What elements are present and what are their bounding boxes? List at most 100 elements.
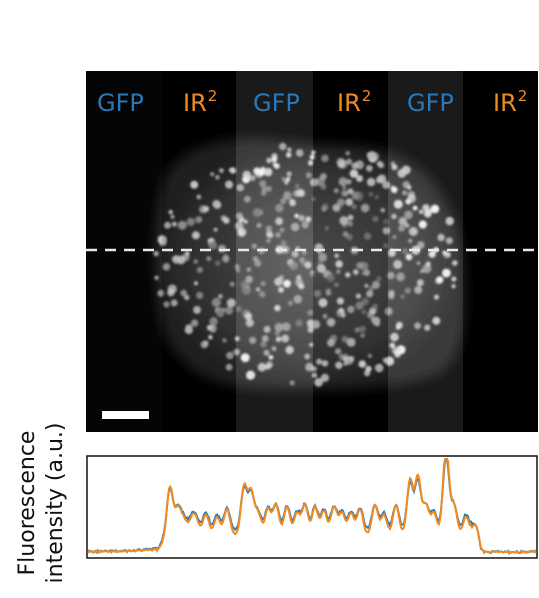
nucleus: [228, 167, 234, 173]
nucleus: [416, 279, 424, 287]
nucleus: [220, 215, 227, 222]
nucleus: [335, 361, 343, 369]
nucleus: [274, 277, 283, 286]
nucleus: [309, 271, 315, 277]
nucleus: [367, 353, 372, 358]
nucleus: [236, 184, 244, 192]
nucleus: [437, 233, 445, 242]
channel-label-ir2-3: IR2: [493, 87, 528, 117]
nucleus: [418, 209, 424, 214]
nucleus: [359, 325, 366, 333]
nucleus: [321, 360, 329, 367]
nucleus: [168, 209, 173, 215]
nucleus: [309, 154, 315, 160]
nucleus: [275, 217, 283, 226]
nucleus: [243, 195, 251, 203]
nucleus: [366, 290, 374, 298]
nucleus: [212, 199, 221, 209]
gfp-strip: [86, 71, 162, 432]
nucleus: [312, 372, 317, 378]
nucleus: [184, 294, 190, 301]
nucleus: [195, 216, 203, 224]
nucleus: [284, 180, 289, 185]
nucleus: [442, 268, 451, 278]
y-axis-label-line2: intensity (a.u.): [43, 422, 68, 584]
nucleus: [180, 289, 187, 297]
nucleus: [363, 269, 371, 276]
nucleus: [368, 286, 375, 292]
nucleus: [349, 169, 359, 178]
nucleus: [347, 305, 355, 314]
nucleus: [163, 301, 170, 308]
nucleus: [254, 259, 262, 267]
nucleus: [404, 287, 411, 294]
nucleus: [291, 250, 299, 258]
nucleus: [414, 322, 422, 330]
nucleus: [283, 191, 292, 200]
nucleus: [311, 366, 317, 372]
nucleus: [225, 306, 234, 315]
nucleus: [190, 180, 199, 189]
nucleus: [233, 348, 240, 356]
nucleus: [309, 342, 314, 347]
nucleus: [218, 168, 224, 174]
nucleus: [311, 320, 321, 329]
nucleus: [263, 325, 271, 333]
nucleus: [355, 301, 364, 310]
nucleus: [417, 241, 425, 249]
nucleus: [259, 180, 267, 188]
nucleus: [275, 232, 281, 238]
nucleus: [259, 291, 266, 298]
nucleus: [335, 260, 343, 268]
nucleus: [242, 170, 251, 180]
nucleus: [392, 235, 397, 240]
nucleus: [290, 222, 300, 232]
nucleus: [446, 252, 451, 257]
nucleus: [240, 353, 250, 363]
nucleus: [358, 360, 367, 368]
nucleus: [289, 380, 295, 386]
nucleus: [430, 204, 440, 214]
nucleus: [264, 167, 273, 177]
nucleus: [397, 169, 407, 178]
nucleus: [326, 318, 336, 327]
nucleus: [208, 240, 218, 250]
nucleus: [209, 317, 218, 326]
nucleus: [336, 297, 344, 305]
nucleus: [334, 253, 339, 259]
nucleus: [210, 172, 215, 177]
nucleus: [265, 185, 272, 192]
nucleus: [321, 154, 329, 163]
nucleus: [305, 216, 312, 223]
channel-label-ir2-1: IR2: [183, 87, 218, 117]
nucleus: [285, 152, 292, 158]
nucleus: [199, 205, 208, 214]
nucleus: [337, 198, 345, 207]
nucleus: [157, 289, 165, 297]
nucleus: [304, 353, 311, 360]
nucleus: [237, 227, 247, 237]
nucleus: [265, 364, 271, 370]
nucleus: [346, 158, 353, 165]
nucleus: [235, 306, 242, 313]
nucleus: [171, 221, 177, 227]
nucleus: [208, 334, 213, 340]
nucleus: [347, 221, 353, 227]
scale-bar: [102, 411, 149, 419]
nucleus: [196, 194, 202, 200]
nucleus: [354, 191, 364, 201]
nucleus: [206, 256, 212, 262]
nucleus: [351, 204, 357, 210]
nucleus: [370, 152, 380, 161]
nucleus: [310, 178, 319, 187]
nucleus: [307, 309, 314, 316]
nucleus: [196, 266, 204, 273]
nucleus: [308, 160, 314, 166]
nucleus: [377, 174, 387, 184]
nucleus: [260, 281, 266, 287]
nucleus: [332, 204, 340, 212]
nucleus: [167, 284, 177, 294]
nucleus: [193, 281, 198, 286]
nucleus: [402, 190, 407, 196]
nucleus: [294, 213, 299, 219]
